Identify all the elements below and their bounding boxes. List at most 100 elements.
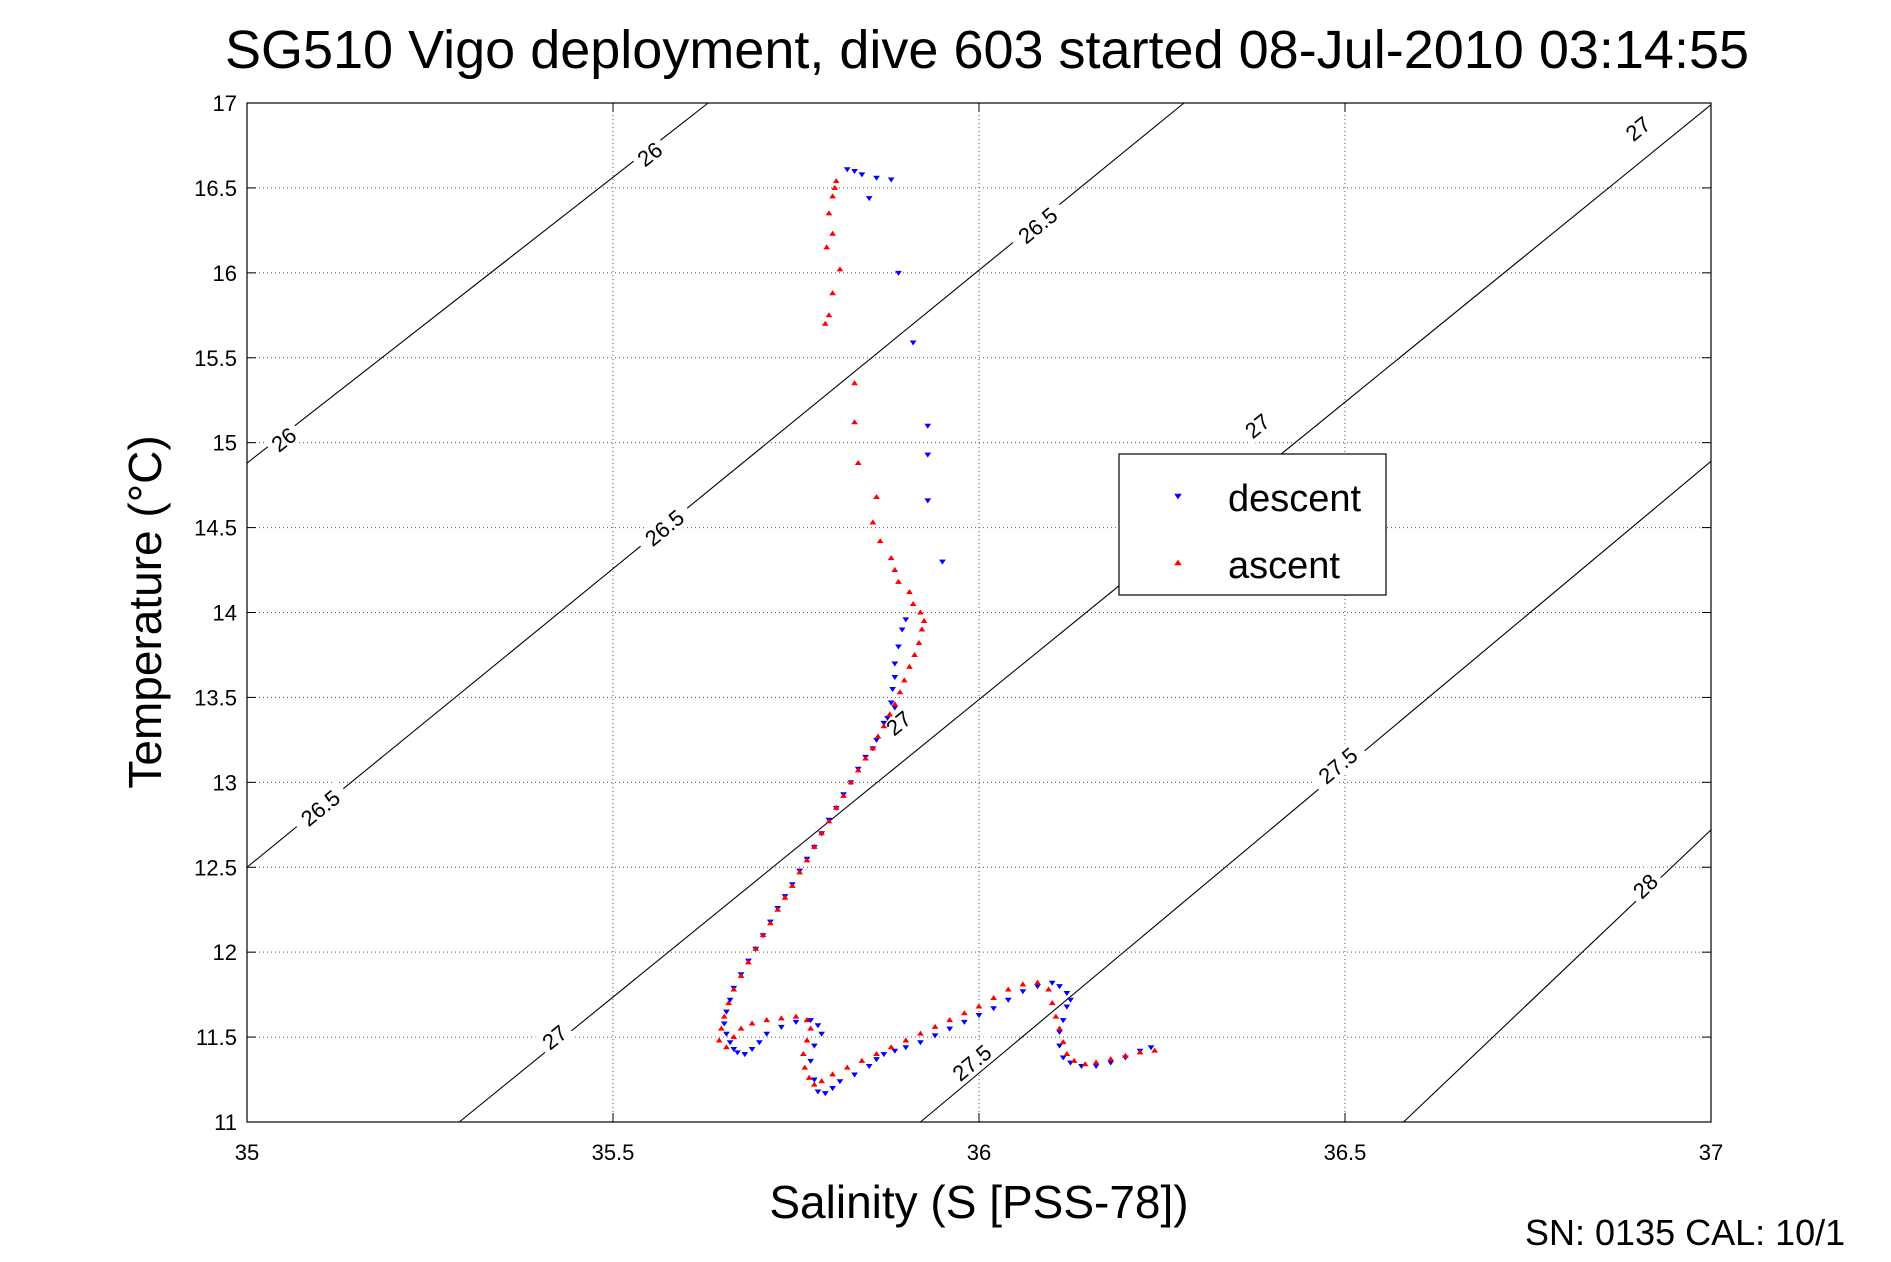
ascent-point (1056, 1025, 1063, 1031)
y-tick-label: 14 (213, 601, 237, 626)
ascent-point (869, 519, 877, 525)
ascent-point (1107, 1056, 1115, 1062)
ascent-point (1063, 1051, 1071, 1057)
ascent-point (781, 894, 789, 900)
isopycnal-label-text: 27 (881, 706, 916, 741)
ascent-point (915, 640, 923, 646)
isopycnal-label-bg (628, 134, 671, 174)
ascent-point (909, 600, 917, 606)
ascent-point (887, 555, 895, 561)
ascent-point (759, 932, 767, 938)
ascent-point (818, 1078, 825, 1084)
ascent-point (873, 1051, 880, 1057)
descent-point (975, 1013, 983, 1019)
isopycnal-label-text: 28 (1628, 869, 1663, 904)
descent-point (810, 1077, 818, 1083)
isopycnal-label-bg (1006, 197, 1069, 254)
ascent-point (803, 1037, 811, 1043)
descent-point (990, 1006, 998, 1012)
ascent-point (900, 677, 908, 683)
descent-point (741, 1052, 749, 1058)
descent-point (807, 1058, 815, 1064)
ascent-point (1034, 979, 1041, 985)
ascent-point (840, 792, 847, 798)
ascent-point (920, 617, 928, 623)
isopycnal-label: 26.5 (289, 779, 352, 837)
ascent-point (807, 1025, 815, 1031)
grid (246, 102, 1712, 1123)
ascent-point (931, 1023, 939, 1029)
y-tick-label: 17 (213, 91, 237, 116)
ascent-point (862, 755, 869, 761)
ascent-point (880, 723, 888, 729)
descent-point (898, 627, 906, 633)
ascent-point (818, 830, 825, 836)
descent-point (843, 167, 851, 173)
isopycnal-label: 26.5 (633, 499, 696, 556)
descent-point (924, 423, 932, 429)
descent-point (902, 1045, 910, 1051)
y-tick-label: 14.5 (194, 516, 237, 541)
ascent-point (723, 1044, 730, 1050)
descent-point (960, 1019, 968, 1025)
descent-point (889, 686, 896, 692)
ascent-point (911, 651, 918, 657)
ascent-point (737, 1025, 745, 1031)
descent-point (880, 1052, 888, 1058)
isopycnal-label-bg (533, 1017, 576, 1058)
ascent-point (869, 745, 877, 751)
ascent-point (906, 589, 913, 595)
data-points (715, 167, 1159, 1097)
descent-point (1019, 989, 1027, 995)
ascent-point (730, 1034, 738, 1040)
ascent-point (851, 380, 858, 386)
ascent-point (876, 538, 884, 544)
isopycnal-label-bg (262, 419, 305, 460)
ascent-point (1059, 1039, 1067, 1045)
ascent-point (752, 945, 760, 951)
ascent-point (1045, 986, 1052, 992)
descent-point (792, 1019, 800, 1025)
ascent-point (1122, 1052, 1129, 1058)
descent-point (1056, 1030, 1063, 1036)
y-tick-label: 15.5 (194, 346, 237, 371)
descent-point (734, 1050, 741, 1056)
x-tick-label: 37 (1699, 1140, 1723, 1165)
descent-point (1067, 997, 1074, 1003)
ascent-point (858, 1057, 866, 1063)
isopycnal-label: 27 (533, 1017, 576, 1058)
ascent-point (801, 1064, 809, 1070)
descent-point (865, 196, 873, 202)
ascent-point (843, 1064, 851, 1070)
x-axis-ticks: 35 35.5 36 36.5 37 (235, 103, 1723, 1165)
isopycnal-line (246, 102, 709, 464)
y-tick-label: 11 (214, 1110, 237, 1135)
ascent-point (854, 459, 862, 466)
descent-point (891, 661, 899, 667)
descent-point (1059, 1018, 1067, 1024)
y-tick-label: 12 (213, 940, 237, 965)
ascent-point (803, 857, 811, 863)
ascent-point (792, 1013, 800, 1019)
descent-point (763, 1031, 771, 1037)
ascent-point (1151, 1047, 1159, 1053)
descent-point (810, 1043, 818, 1049)
ascent-point (803, 1017, 811, 1023)
ascent-point (918, 626, 926, 632)
descent-point (1034, 984, 1041, 990)
isopycnal-label: 28 (1624, 865, 1666, 907)
ascent-point (748, 1020, 756, 1026)
x-tick-label: 36.5 (1324, 1140, 1367, 1165)
descent-point (887, 177, 895, 183)
descent-point (917, 1040, 924, 1046)
isopycnal-label: 26 (262, 419, 305, 460)
ascent-point (906, 663, 913, 669)
ascent-point (799, 1051, 807, 1057)
descent-point (720, 1021, 728, 1027)
ascent-point (847, 779, 855, 785)
isopycnal-label-bg (1624, 865, 1666, 907)
descent-point (858, 172, 866, 178)
legend-label-descent: descent (1228, 478, 1362, 520)
isopycnal-line (458, 104, 1712, 1123)
